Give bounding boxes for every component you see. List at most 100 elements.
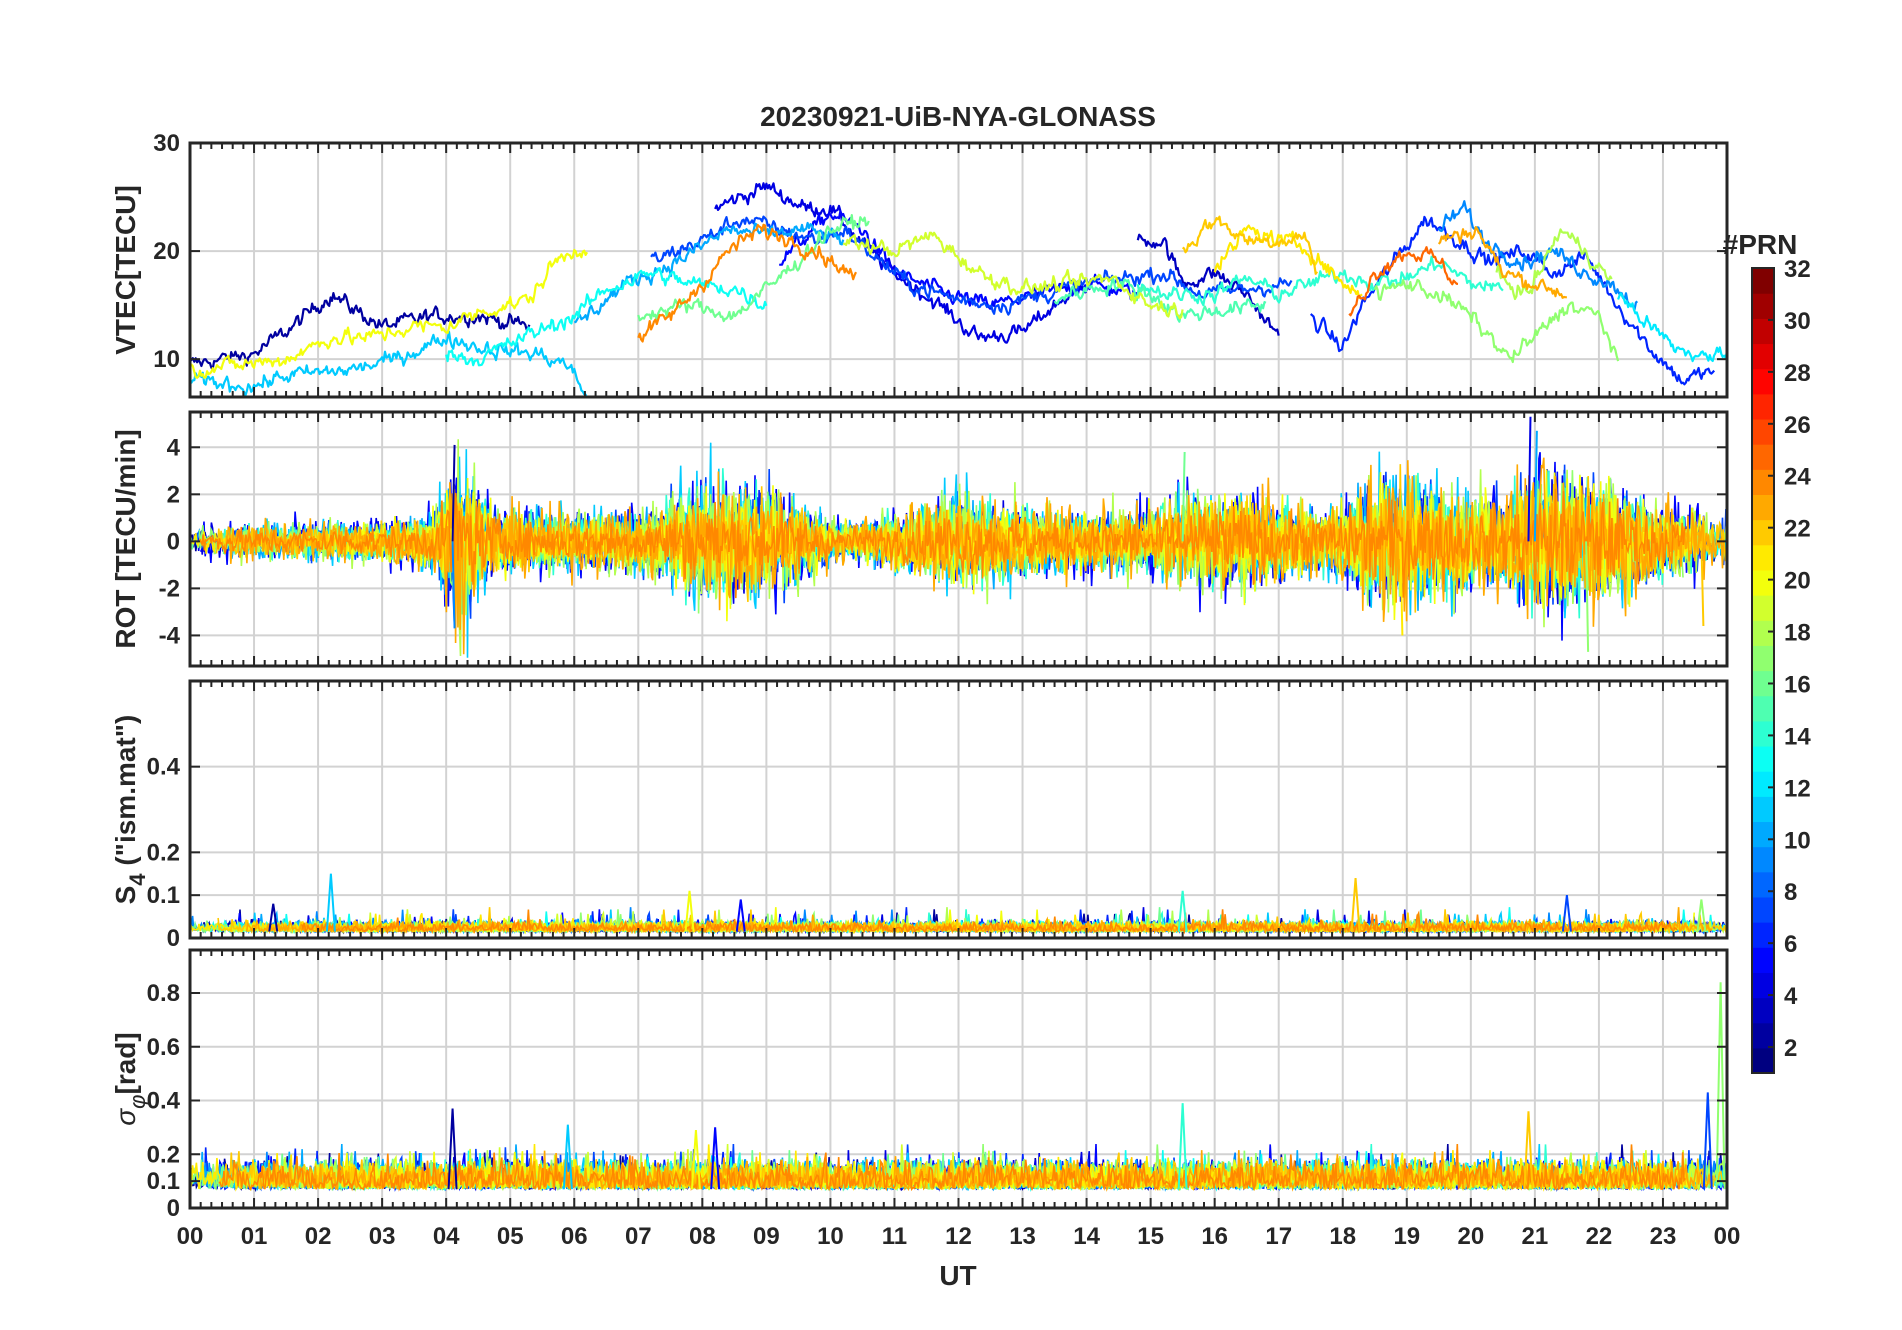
s4-peak (735, 899, 746, 932)
sigma_phi-peak (690, 1129, 701, 1190)
panel-ticks: -4 -2 0 2 4 (159, 412, 1728, 666)
x-tick-label: 07 (625, 1223, 652, 1250)
rot-spike (1181, 451, 1186, 542)
colorbar-band (1752, 343, 1774, 370)
vtec-series-prn-9 (1437, 200, 1639, 311)
colorbar-band (1752, 544, 1774, 571)
x-tick-label: 14 (1073, 1223, 1100, 1250)
sigma_phi-peak (710, 1127, 721, 1190)
vtec-series-prn-16 (637, 214, 870, 323)
colorbar-band (1752, 1022, 1774, 1049)
y-tick-label: 0.2 (147, 839, 180, 866)
colorbar-band (1752, 569, 1774, 596)
colorbar-band (1752, 318, 1774, 345)
vtec-series-prn-4 (714, 182, 1087, 344)
y-tick-label: 0.4 (147, 1088, 181, 1115)
x-tick-label: 03 (369, 1223, 396, 1250)
rot-spike (1527, 416, 1532, 542)
panel-data (190, 416, 1727, 658)
rot-spike (1700, 541, 1705, 627)
y-axis-label-sigma_phi: σφ[rad] (110, 1032, 150, 1125)
colorbar-band (1752, 796, 1774, 823)
x-tick-label: 12 (945, 1223, 972, 1250)
colorbar-title: #PRN (1723, 229, 1798, 260)
colorbar-tick-label: 4 (1784, 983, 1798, 1010)
colorbar-band (1752, 494, 1774, 521)
panel-vtec: 10 20 30 VTEC[TECU] (110, 130, 1729, 399)
y-tick-label: 0 (167, 1195, 180, 1222)
colorbar-band (1752, 268, 1774, 294)
y-axis-label-vtec: VTEC[TECU] (110, 185, 141, 355)
y-label-rest: [rad] (110, 1032, 141, 1094)
colorbar-band (1752, 645, 1774, 672)
y-tick-label: 0.1 (147, 882, 180, 909)
colorbar-band (1752, 444, 1774, 470)
x-tick-label: 17 (1265, 1223, 1292, 1250)
sigma_phi-peak (1177, 1103, 1188, 1190)
s4-peak (1350, 877, 1361, 932)
x-tick-label: 11 (882, 1223, 907, 1250)
vtec-series-prn-23 (1437, 226, 1567, 299)
x-tick-labels: 00 01 02 03 04 05 06 07 08 09 10 11 12 13 14 15 16 17 18 19… (177, 1223, 1741, 1250)
colorbar-band (1752, 947, 1774, 973)
x-tick-label: 16 (1201, 1223, 1228, 1250)
y-label-rest: ("ism.mat") (110, 715, 141, 874)
y-axis-label-rot: ROT [TECU/min] (110, 429, 141, 648)
x-tick-label: 01 (241, 1223, 268, 1250)
x-tick-label: 09 (753, 1223, 780, 1250)
panel-ticks: 0 0.1 0.2 0.4 (147, 681, 1728, 952)
sigma_phi-series-prn-24 (218, 1143, 1686, 1192)
colorbar-band (1752, 997, 1774, 1024)
colorbar-tick-label: 26 (1784, 412, 1811, 439)
x-tick-label: 08 (689, 1223, 716, 1250)
panel-ticks: 00.10.2 0.4 0.6 0.8 (147, 950, 1728, 1222)
x-tick-label: 21 (1522, 1223, 1549, 1250)
chart-title: 20230921-UiB-NYA-GLONASS (760, 101, 1156, 132)
s4-peak (268, 903, 279, 932)
colorbar-band (1752, 720, 1774, 747)
colorbar-band (1752, 469, 1774, 496)
vtec-series-prn-11 (190, 330, 588, 397)
colorbar-band (1752, 896, 1774, 923)
colorbar-band (1752, 670, 1774, 697)
vtec-series-prn-24 (637, 223, 857, 343)
y-tick-label: 2 (167, 481, 180, 508)
y-tick-label: 0.6 (147, 1034, 180, 1061)
x-tick-label: 02 (305, 1223, 332, 1250)
sigma_phi-peak (447, 1108, 458, 1190)
colorbar-tick-label: 30 (1784, 308, 1811, 335)
colorbar-band (1752, 745, 1774, 772)
vtec-series-prn-18 (1495, 228, 1613, 301)
sigma_phi-peak (1523, 1111, 1534, 1190)
vtec-series-prn-7 (650, 215, 1293, 316)
vtec-series-prn-20 (190, 248, 589, 379)
colorbar-tick-label: 10 (1784, 827, 1811, 854)
panel-data (190, 873, 1727, 935)
colorbar-tick-label: 22 (1784, 516, 1811, 543)
colorbar-band (1752, 595, 1774, 621)
colorbar-tick-label: 14 (1784, 723, 1811, 750)
rot-spike (1585, 541, 1590, 652)
y-axis-label-s4: S4 ("ism.mat") (110, 715, 150, 905)
x-tick-label: 04 (433, 1223, 460, 1250)
panel-data (190, 182, 1727, 397)
colorbar-frame (1751, 267, 1775, 1074)
s4-peak (684, 890, 695, 932)
x-tick-label: 13 (1009, 1223, 1036, 1250)
sigma_phi-peak (1702, 1092, 1713, 1190)
vtec-series-prn-3 (1136, 233, 1280, 336)
s4-peak (325, 873, 336, 932)
x-axis-label: UT (939, 1260, 976, 1291)
colorbar-band (1752, 293, 1774, 319)
y-label-main: σ (110, 1108, 141, 1126)
sigma_phi-peak (1715, 982, 1726, 1190)
x-tick-label: 00 (1714, 1223, 1741, 1250)
colorbar-band (1752, 821, 1774, 848)
x-tick-label: 00 (177, 1223, 204, 1250)
vtec-series-prn-17 (1373, 278, 1620, 364)
vtec-series-prn-19 (842, 231, 1184, 320)
colorbar-tick-label: 20 (1784, 568, 1811, 595)
colorbar-tick-label: 28 (1784, 360, 1811, 387)
